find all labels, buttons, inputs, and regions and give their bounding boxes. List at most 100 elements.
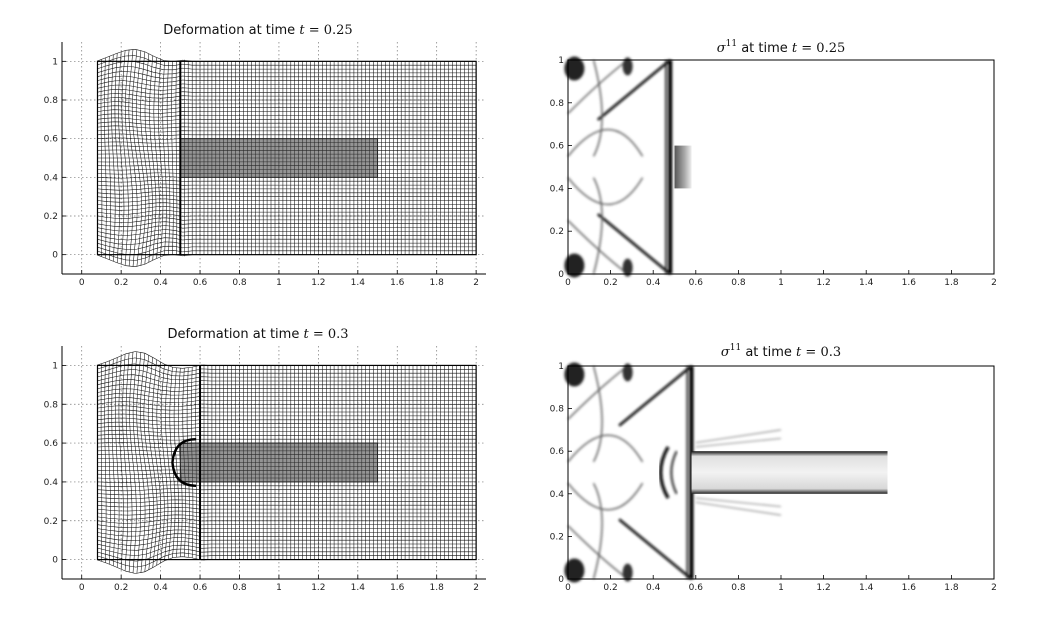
- x-tick-label: 1.2: [311, 278, 325, 288]
- mesh-line: [97, 183, 477, 187]
- mesh-line: [97, 61, 477, 71]
- deformed-mesh: [96, 351, 477, 574]
- x-tick-label: 2: [991, 583, 997, 593]
- mesh-line: [97, 518, 477, 524]
- y-tick-label: 0.8: [44, 96, 59, 106]
- mesh-line: [97, 429, 477, 433]
- secondary-wave: [567, 434, 644, 463]
- x-tick-label: 1.8: [430, 278, 445, 288]
- stress-waves: [564, 56, 673, 278]
- reflected-front: [596, 213, 672, 276]
- y-tick-label: 0.6: [44, 439, 59, 449]
- reflected-front: [618, 518, 693, 581]
- x-tick-label: 0: [79, 278, 85, 288]
- mesh-line: [97, 417, 477, 422]
- x-tick-label: 1: [778, 278, 784, 288]
- mesh-line: [97, 213, 477, 219]
- y-tick-label: 0.2: [550, 227, 564, 237]
- x-tick-label: 1.4: [859, 583, 874, 593]
- y-tick-label: 0: [52, 251, 58, 261]
- mesh-line: [97, 397, 477, 403]
- x-tick-label: 0.6: [193, 583, 208, 593]
- mesh-line: [97, 75, 477, 83]
- precursor-ray: [695, 437, 782, 448]
- mesh-line: [97, 209, 477, 215]
- x-tick-label: 0: [79, 583, 85, 593]
- domain-outline: [96, 364, 477, 561]
- mesh-line: [97, 49, 477, 62]
- mesh-line: [97, 552, 477, 568]
- x-tick-label: 1.2: [816, 278, 830, 288]
- x-tick-label: 1.4: [351, 583, 366, 593]
- mesh-line: [97, 499, 477, 504]
- x-tick-label: 0.2: [114, 583, 128, 593]
- y-tick-label: 0.4: [44, 478, 59, 488]
- x-tick-label: 0.8: [232, 583, 247, 593]
- x-tick-label: 0.6: [689, 583, 704, 593]
- x-tick-label: 0.8: [731, 278, 746, 288]
- mesh-line: [97, 109, 477, 114]
- x-tick-label: 1.8: [430, 583, 445, 593]
- secondary-wave: [567, 129, 644, 157]
- x-tick-label: 1.6: [902, 278, 917, 288]
- y-tick-label: 0.6: [44, 135, 59, 145]
- axes: 0 0.2 0.4 0.6 0.8 1 1.2 1.4 1.6 1.8 2 0 0.2 0.4 0.6 0.8…: [44, 42, 486, 288]
- y-tick-label: 0: [558, 575, 564, 585]
- corner-patch: [564, 253, 585, 278]
- x-tick-label: 1.2: [311, 583, 325, 593]
- mesh-line: [97, 392, 477, 400]
- y-tick-label: 0: [558, 270, 564, 280]
- mesh-line: [97, 89, 477, 95]
- x-tick-label: 0.6: [689, 278, 704, 288]
- stress-plot-t03: σ11 at time t = 0.3 0 0.2 0.4 0.6 0.8 1 1.2 1.4…: [550, 343, 997, 593]
- mesh-line: [97, 488, 477, 492]
- x-tick-label: 1: [778, 583, 784, 593]
- y-tick-label: 1: [558, 362, 564, 372]
- precursor-rays: [695, 429, 782, 516]
- mesh-line: [97, 101, 477, 107]
- x-tick-label: 0.4: [153, 583, 168, 593]
- mesh-line: [97, 514, 477, 520]
- stress-plot-t025: σ11 at time t = 0.25 0 0.2 0.4 0.6 0.8 1 1.2 1.…: [550, 39, 997, 288]
- mesh-line: [97, 374, 477, 384]
- x-tick-label: 2: [473, 278, 479, 288]
- x-tick-label: 0.4: [646, 278, 661, 288]
- plot-title: Deformation at time t = 0.25: [163, 23, 352, 38]
- bow-wave: [670, 450, 678, 495]
- secondary-wave: [592, 365, 603, 463]
- mesh-line: [97, 217, 477, 223]
- mesh-line: [97, 537, 477, 546]
- mesh-line: [97, 180, 477, 183]
- mesh-line: [97, 206, 477, 211]
- mesh-line: [97, 187, 477, 191]
- mesh-line: [97, 241, 477, 250]
- x-tick-label: 0.2: [114, 278, 128, 288]
- axes: 0 0.2 0.4 0.6 0.8 1 1.2 1.4 1.6 1.8 2 0 0.2 0.4 0.6 0.8…: [550, 362, 997, 593]
- secondary-wave: [567, 177, 644, 205]
- inclusion-stress: [691, 451, 888, 494]
- mesh-line: [97, 229, 477, 236]
- deformation-plot-t025: Deformation at time t = 0.25 0 0.2 0.4 0.6 0…: [44, 23, 486, 288]
- bow-wave: [658, 446, 670, 499]
- x-tick-label: 2: [473, 583, 479, 593]
- precursor-ray: [695, 429, 782, 444]
- mesh-line: [97, 254, 477, 267]
- y-tick-label: 0.2: [44, 212, 58, 222]
- mesh-line: [97, 388, 477, 396]
- precursor-ray: [695, 501, 782, 516]
- mesh-line: [97, 233, 477, 241]
- x-tick-label: 1.4: [351, 278, 366, 288]
- mesh-line: [97, 405, 477, 411]
- mesh-line: [97, 484, 477, 487]
- y-tick-label: 0.2: [44, 517, 58, 527]
- y-tick-label: 0.4: [550, 184, 565, 194]
- mesh-line: [97, 413, 477, 418]
- mesh-line: [97, 379, 477, 388]
- corner-patch: [564, 56, 585, 81]
- y-tick-label: 0.8: [550, 405, 565, 415]
- x-tick-label: 0.8: [731, 583, 746, 593]
- secondary-wave: [592, 177, 603, 275]
- stress-waves: [564, 362, 694, 583]
- mesh-line: [97, 541, 477, 551]
